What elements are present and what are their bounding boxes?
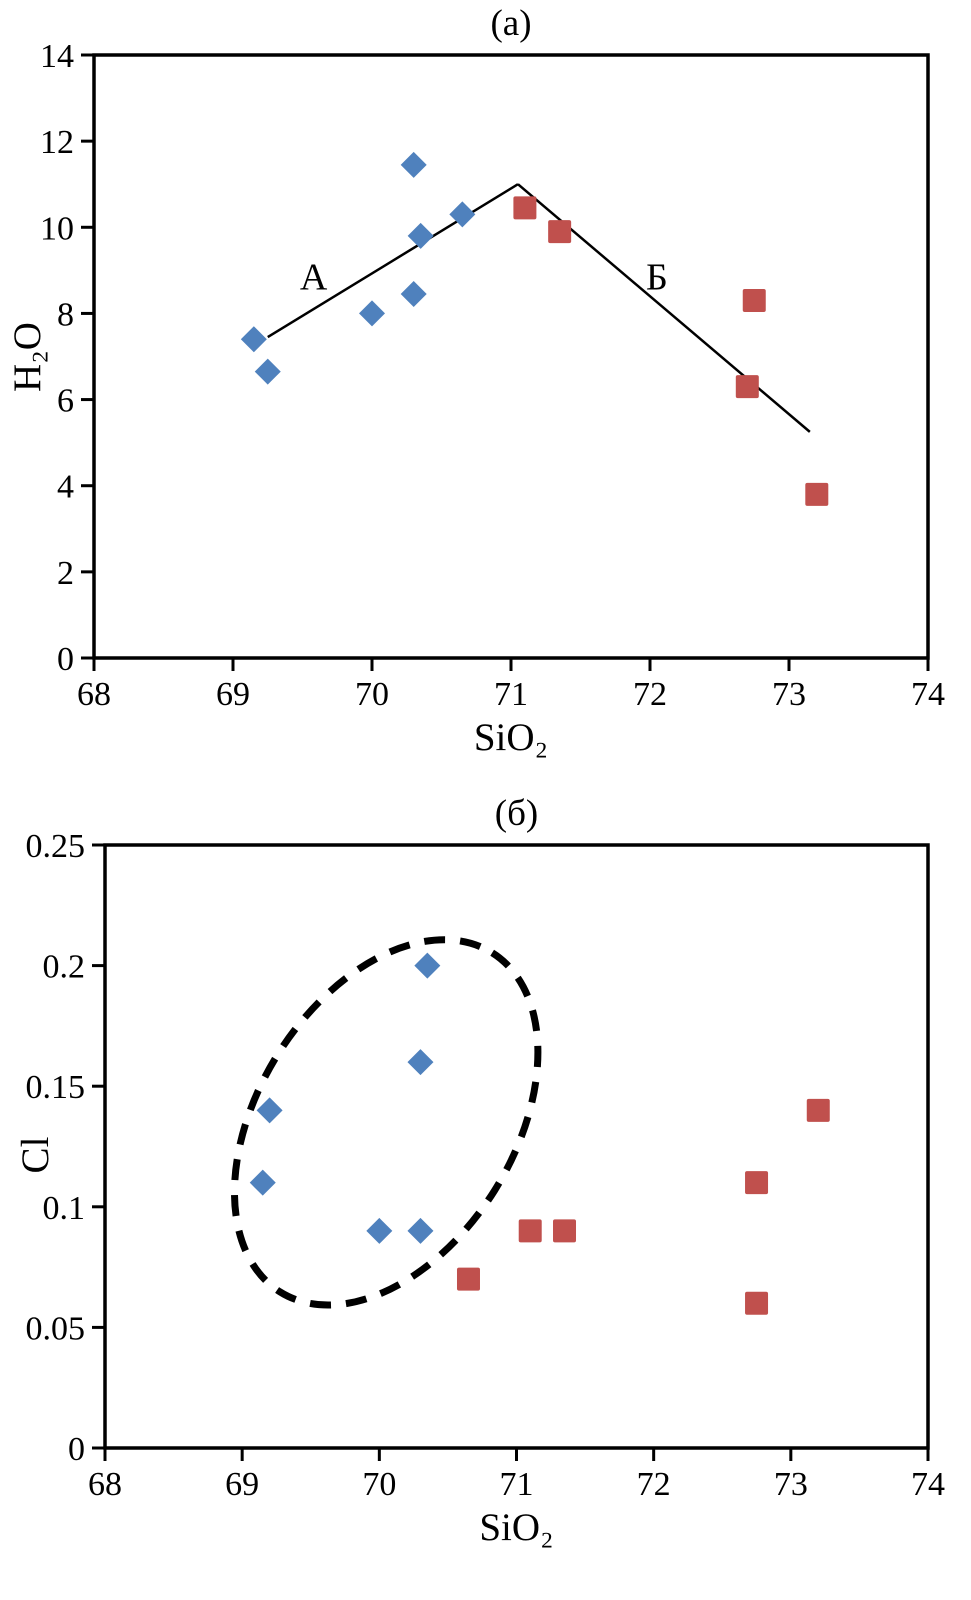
cluster-ellipse: [230, 936, 542, 1309]
trend-line: [267, 183, 519, 339]
x-tick-label: 69: [216, 676, 250, 713]
data-point-diamond: [254, 358, 281, 385]
x-tick-label: 69: [225, 1466, 259, 1503]
x-tick-label: 72: [633, 676, 667, 713]
x-tick-label: 68: [77, 676, 111, 713]
chart-b-x-axis-label: SiO₂: [479, 1506, 554, 1549]
y-tick-label: 12: [40, 124, 74, 161]
y-tick-label: 2: [57, 555, 74, 592]
data-point-square: [745, 1291, 769, 1315]
data-point-diamond: [407, 1049, 434, 1076]
data-point-diamond: [414, 952, 441, 979]
data-point-diamond: [249, 1169, 276, 1196]
y-tick-label: 14: [40, 38, 74, 75]
y-tick-label: 8: [57, 296, 74, 333]
x-tick-label: 73: [772, 676, 806, 713]
data-point-square: [806, 1098, 830, 1122]
x-tick-label: 74: [911, 1466, 945, 1503]
y-tick-label: 6: [57, 383, 74, 420]
data-point-square: [456, 1267, 480, 1291]
trend-line-label: Б: [646, 257, 668, 299]
data-point-diamond: [400, 281, 427, 308]
plot-border: [92, 53, 930, 660]
data-point-square: [548, 220, 572, 244]
y-tick-label: 0.05: [26, 1310, 86, 1347]
data-point-diamond: [407, 222, 434, 249]
x-tick-label: 72: [637, 1466, 671, 1503]
chart-a-title: (а): [490, 3, 532, 44]
chart-b-plot-area: 68 69 70 71 72 73 74 0 0.05 0.1 0.15 0.2 0.25: [26, 828, 946, 1503]
y-tick-label: 0: [57, 641, 74, 678]
x-tick-label: 70: [355, 676, 389, 713]
data-point-diamond: [256, 1097, 283, 1124]
trend-line-label: А: [300, 257, 328, 299]
data-point-square: [553, 1219, 577, 1243]
x-tick-label: 70: [362, 1466, 396, 1503]
y-tick-label: 0.15: [26, 1069, 86, 1106]
chart-a-y-axis-label: H₂O: [6, 322, 49, 392]
chart-a-x-axis-label: SiO₂: [473, 716, 549, 759]
chart-b-title: (б): [494, 793, 539, 834]
data-point-diamond: [366, 1217, 393, 1244]
data-point-diamond: [359, 300, 385, 327]
data-point-square: [805, 482, 829, 506]
y-tick-label: 10: [40, 210, 74, 247]
chart-b-y-axis-label: Cl: [14, 1136, 57, 1174]
y-tick-label: 0: [68, 1431, 85, 1468]
y-tick-label: 0.1: [43, 1190, 86, 1227]
data-point-square: [518, 1219, 542, 1243]
x-tick-label: 68: [88, 1466, 122, 1503]
y-tick-label: 0.25: [26, 828, 86, 865]
data-point-square: [745, 1171, 769, 1195]
data-point-diamond: [407, 1217, 434, 1244]
y-tick-label: 0.2: [43, 949, 86, 986]
data-point-diamond: [449, 201, 476, 228]
x-tick-label: 74: [911, 676, 945, 713]
x-tick-label: 73: [774, 1466, 808, 1503]
data-point-diamond: [400, 151, 427, 178]
plot-border: [103, 843, 930, 1450]
y-tick-label: 4: [57, 469, 74, 506]
x-tick-label: 71: [500, 1466, 534, 1503]
data-point-square: [742, 289, 766, 313]
data-point-diamond: [240, 326, 267, 353]
data-point-square: [513, 196, 537, 220]
data-point-square: [735, 375, 759, 399]
x-tick-label: 71: [494, 676, 528, 713]
